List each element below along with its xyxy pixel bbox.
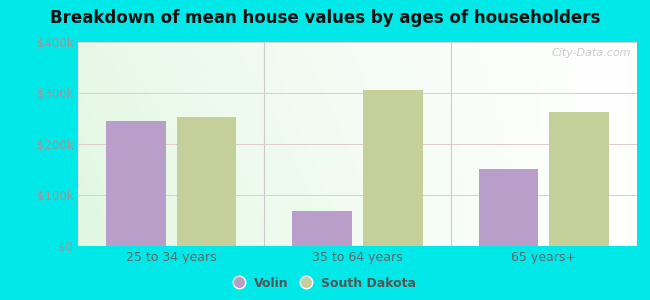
Bar (292, 211, 352, 246)
Bar (549, 112, 609, 246)
Bar (478, 169, 538, 246)
Legend: Volin, South Dakota: Volin, South Dakota (230, 273, 420, 294)
Text: Breakdown of mean house values by ages of householders: Breakdown of mean house values by ages o… (50, 9, 600, 27)
Bar (177, 118, 237, 246)
Bar (106, 121, 166, 246)
Text: City-Data.com: City-Data.com (552, 48, 631, 58)
Bar (363, 90, 422, 246)
